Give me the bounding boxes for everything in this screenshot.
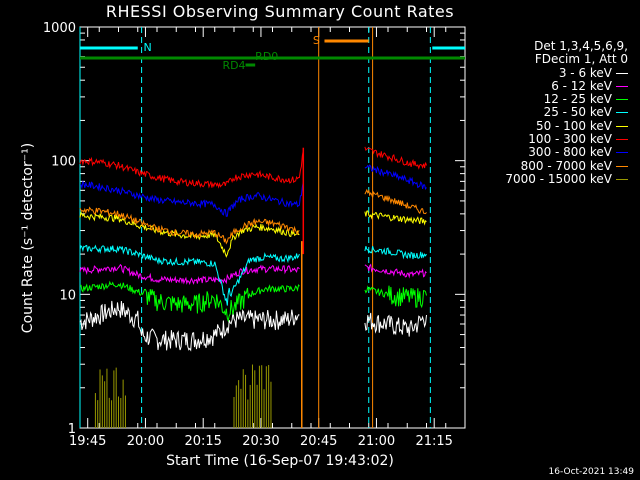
legend-entry-label: 300 - 800 keV bbox=[528, 145, 612, 160]
legend-swatch bbox=[616, 72, 628, 74]
legend-entry: 25 - 50 keV bbox=[458, 106, 628, 119]
legend-entry: 800 - 7000 keV bbox=[458, 158, 628, 173]
legend-swatch bbox=[616, 165, 628, 167]
series-line-5-seg-0 bbox=[79, 150, 304, 189]
flag-label: RD4 bbox=[222, 59, 245, 72]
legend-entry: 50 - 100 keV bbox=[458, 118, 628, 133]
flag-label: N bbox=[144, 41, 152, 54]
legend-swatch bbox=[616, 112, 628, 114]
series-line-3-seg-1 bbox=[364, 246, 427, 260]
y-tick-label: 100 bbox=[51, 155, 76, 170]
legend-entry-label: 6 - 12 keV bbox=[551, 78, 612, 93]
series-line-1-seg-0 bbox=[79, 263, 300, 286]
series-line-6-seg-1 bbox=[364, 164, 427, 190]
y-tick-label: 1000 bbox=[43, 21, 76, 36]
legend-entry-label: 12 - 25 keV bbox=[543, 92, 612, 107]
flag-label: RD0 bbox=[255, 50, 278, 63]
x-tick-label: 19:45 bbox=[69, 434, 106, 449]
series-line-2-seg-0 bbox=[79, 280, 300, 323]
legend-swatch bbox=[616, 152, 628, 154]
y-tick-label: 1 bbox=[68, 422, 76, 437]
series-line-7-seg-1 bbox=[364, 188, 427, 215]
x-tick-label: 20:00 bbox=[127, 434, 164, 449]
flag-label: S bbox=[313, 34, 320, 47]
series-line-1-seg-1 bbox=[364, 263, 427, 279]
x-tick-label: 21:00 bbox=[358, 434, 395, 449]
legend: Det 1,3,4,5,6,9, FDecim 1, Att 0 3 - 6 k… bbox=[458, 39, 628, 186]
series-line-0-seg-1 bbox=[364, 312, 427, 337]
x-axis-label: Start Time (16-Sep-07 19:43:02) bbox=[166, 453, 394, 469]
legend-swatch bbox=[616, 85, 628, 87]
legend-entry: 12 - 25 keV bbox=[458, 93, 628, 106]
legend-entry: 100 - 300 keV bbox=[458, 132, 628, 147]
y-tick-label: 10 bbox=[59, 288, 76, 303]
x-tick-label: 20:45 bbox=[300, 434, 337, 449]
legend-entry-label: 25 - 50 keV bbox=[543, 105, 612, 120]
legend-swatch bbox=[616, 125, 628, 127]
series-line-3-seg-0 bbox=[79, 244, 300, 306]
series-line-7-seg-0 bbox=[79, 206, 300, 245]
legend-swatch bbox=[616, 139, 628, 141]
x-tick-label: 20:15 bbox=[184, 434, 221, 449]
legend-swatch bbox=[616, 99, 628, 101]
legend-entry: 300 - 800 keV bbox=[458, 146, 628, 159]
timestamp: 16-Oct-2021 13:49 bbox=[548, 467, 634, 477]
series-line-4-seg-1 bbox=[364, 210, 427, 226]
legend-entry-label: 50 - 100 keV bbox=[535, 118, 612, 133]
legend-entry-label: 3 - 6 keV bbox=[558, 65, 612, 80]
legend-entry: 6 - 12 keV bbox=[458, 78, 628, 93]
series-line-6-seg-0 bbox=[80, 180, 304, 217]
legend-swatch bbox=[616, 178, 628, 180]
legend-header-line-1: Det 1,3,4,5,6,9, bbox=[534, 39, 628, 53]
legend-entry-label: 100 - 300 keV bbox=[528, 132, 612, 147]
series-line-2-seg-1 bbox=[364, 285, 427, 309]
x-tick-label: 21:15 bbox=[415, 434, 452, 449]
legend-entry-label: 800 - 7000 keV bbox=[520, 158, 612, 173]
plot-frame bbox=[79, 26, 466, 429]
legend-header-line-2: FDecim 1, Att 0 bbox=[534, 52, 628, 67]
legend-entry-label: 7000 - 15000 keV bbox=[505, 171, 612, 186]
series-line-0-seg-0 bbox=[79, 300, 300, 352]
chart-title: RHESSI Observing Summary Count Rates bbox=[105, 2, 455, 21]
legend-entry: 7000 - 15000 keV bbox=[458, 171, 628, 186]
x-tick-label: 20:30 bbox=[242, 434, 279, 449]
legend-entry: 3 - 6 keV bbox=[458, 65, 628, 80]
series-line-5-seg-1 bbox=[364, 146, 427, 170]
